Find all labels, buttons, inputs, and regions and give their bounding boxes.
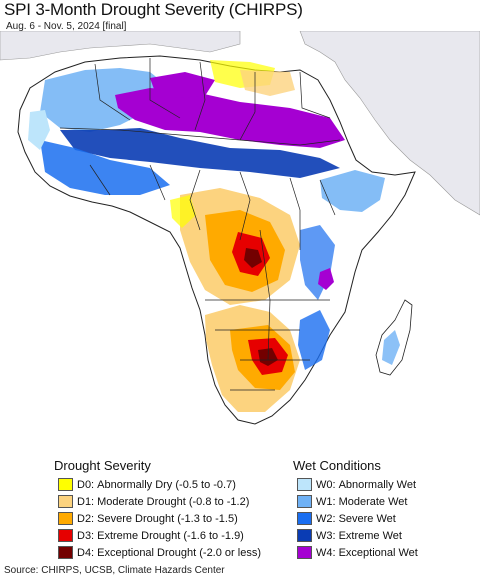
wet-patches [28,68,400,370]
drought-legend-label: Moderate Drought (-0.8 to -1.2) [97,495,250,508]
drought-legend-label: Abnormally Dry (-0.5 to -0.7) [97,478,236,491]
drought-legend-title: Drought Severity [54,458,151,473]
libya-exceptional-wet [150,72,215,98]
drought-legend-code: D2: [77,512,95,525]
drought-color-swatch [58,495,73,508]
wet-color-swatch [297,512,312,525]
drought-map [0,31,480,458]
drought-legend-code: D4: [77,546,95,559]
drought-legend-item: D1: Moderate Drought (-0.8 to -1.2) [58,494,249,509]
sahel-extreme-wet [60,128,340,178]
wet-legend-item: W2: Severe Wet [297,511,396,526]
west-central-abnormally-dry [170,195,196,228]
drought-legend-code: D3: [77,529,95,542]
wet-legend-label: Exceptional Wet [338,546,418,559]
wet-legend-item: W0: Abnormally Wet [297,477,416,492]
drought-color-swatch [58,529,73,542]
horn-wet [320,170,385,212]
drought-legend-code: D1: [77,495,95,508]
sahel-exceptional-wet [115,88,345,148]
wet-legend-code: W0: [316,478,336,491]
madagascar-wet [382,330,400,365]
central-exceptional-drought [244,248,262,268]
wet-legend-item: W3: Extreme Wet [297,528,402,543]
wet-color-swatch [297,529,312,542]
north-moderate-drought [240,70,295,96]
wet-legend-label: Extreme Wet [338,529,402,542]
drought-legend-label: Severe Drought (-1.3 to -1.5) [97,512,238,525]
wet-legend-code: W2: [316,512,336,525]
drought-color-swatch [58,512,73,525]
wet-legend-label: Moderate Wet [338,495,408,508]
wet-legend-label: Severe Wet [338,512,396,525]
map-title: SPI 3-Month Drought Severity (CHIRPS) [4,0,303,19]
drought-legend-item: D4: Exceptional Drought (-2.0 or less) [58,545,261,560]
drought-legend-item: D3: Extreme Drought (-1.6 to -1.9) [58,528,244,543]
wet-legend-label: Abnormally Wet [338,478,416,491]
wet-legend-code: W3: [316,529,336,542]
west-coast-abnormal-wet [28,110,50,150]
wet-legend-item: W1: Moderate Wet [297,494,407,509]
wet-color-swatch [297,495,312,508]
wet-color-swatch [297,546,312,559]
drought-legend-item: D0: Abnormally Dry (-0.5 to -0.7) [58,477,236,492]
southeast-wet [298,310,330,370]
wet-legend-item: W4: Exceptional Wet [297,545,418,560]
west-africa-wet [40,140,170,195]
country-borders [59,58,341,391]
wet-color-swatch [297,478,312,491]
wet-legend-code: W4: [316,546,336,559]
europe-landmass [0,31,241,61]
wet-legend-title: Wet Conditions [293,458,381,473]
drought-color-swatch [58,478,73,491]
east-africa-exceptional-wet [318,268,334,290]
drought-color-swatch [58,546,73,559]
map-subtitle: Aug. 6 - Nov. 5, 2024 [final] [6,21,127,32]
middle-east-landmass [299,31,480,216]
drought-legend-label: Exceptional Drought (-2.0 or less) [97,546,261,559]
drought-legend-item: D2: Severe Drought (-1.3 to -1.5) [58,511,238,526]
drought-legend-code: D0: [77,478,95,491]
source-credit: Source: CHIRPS, UCSB, Climate Hazards Ce… [4,565,225,576]
drought-legend-label: Extreme Drought (-1.6 to -1.9) [97,529,244,542]
map-svg [0,31,480,425]
dry-patches [170,60,300,412]
wet-legend-code: W1: [316,495,336,508]
